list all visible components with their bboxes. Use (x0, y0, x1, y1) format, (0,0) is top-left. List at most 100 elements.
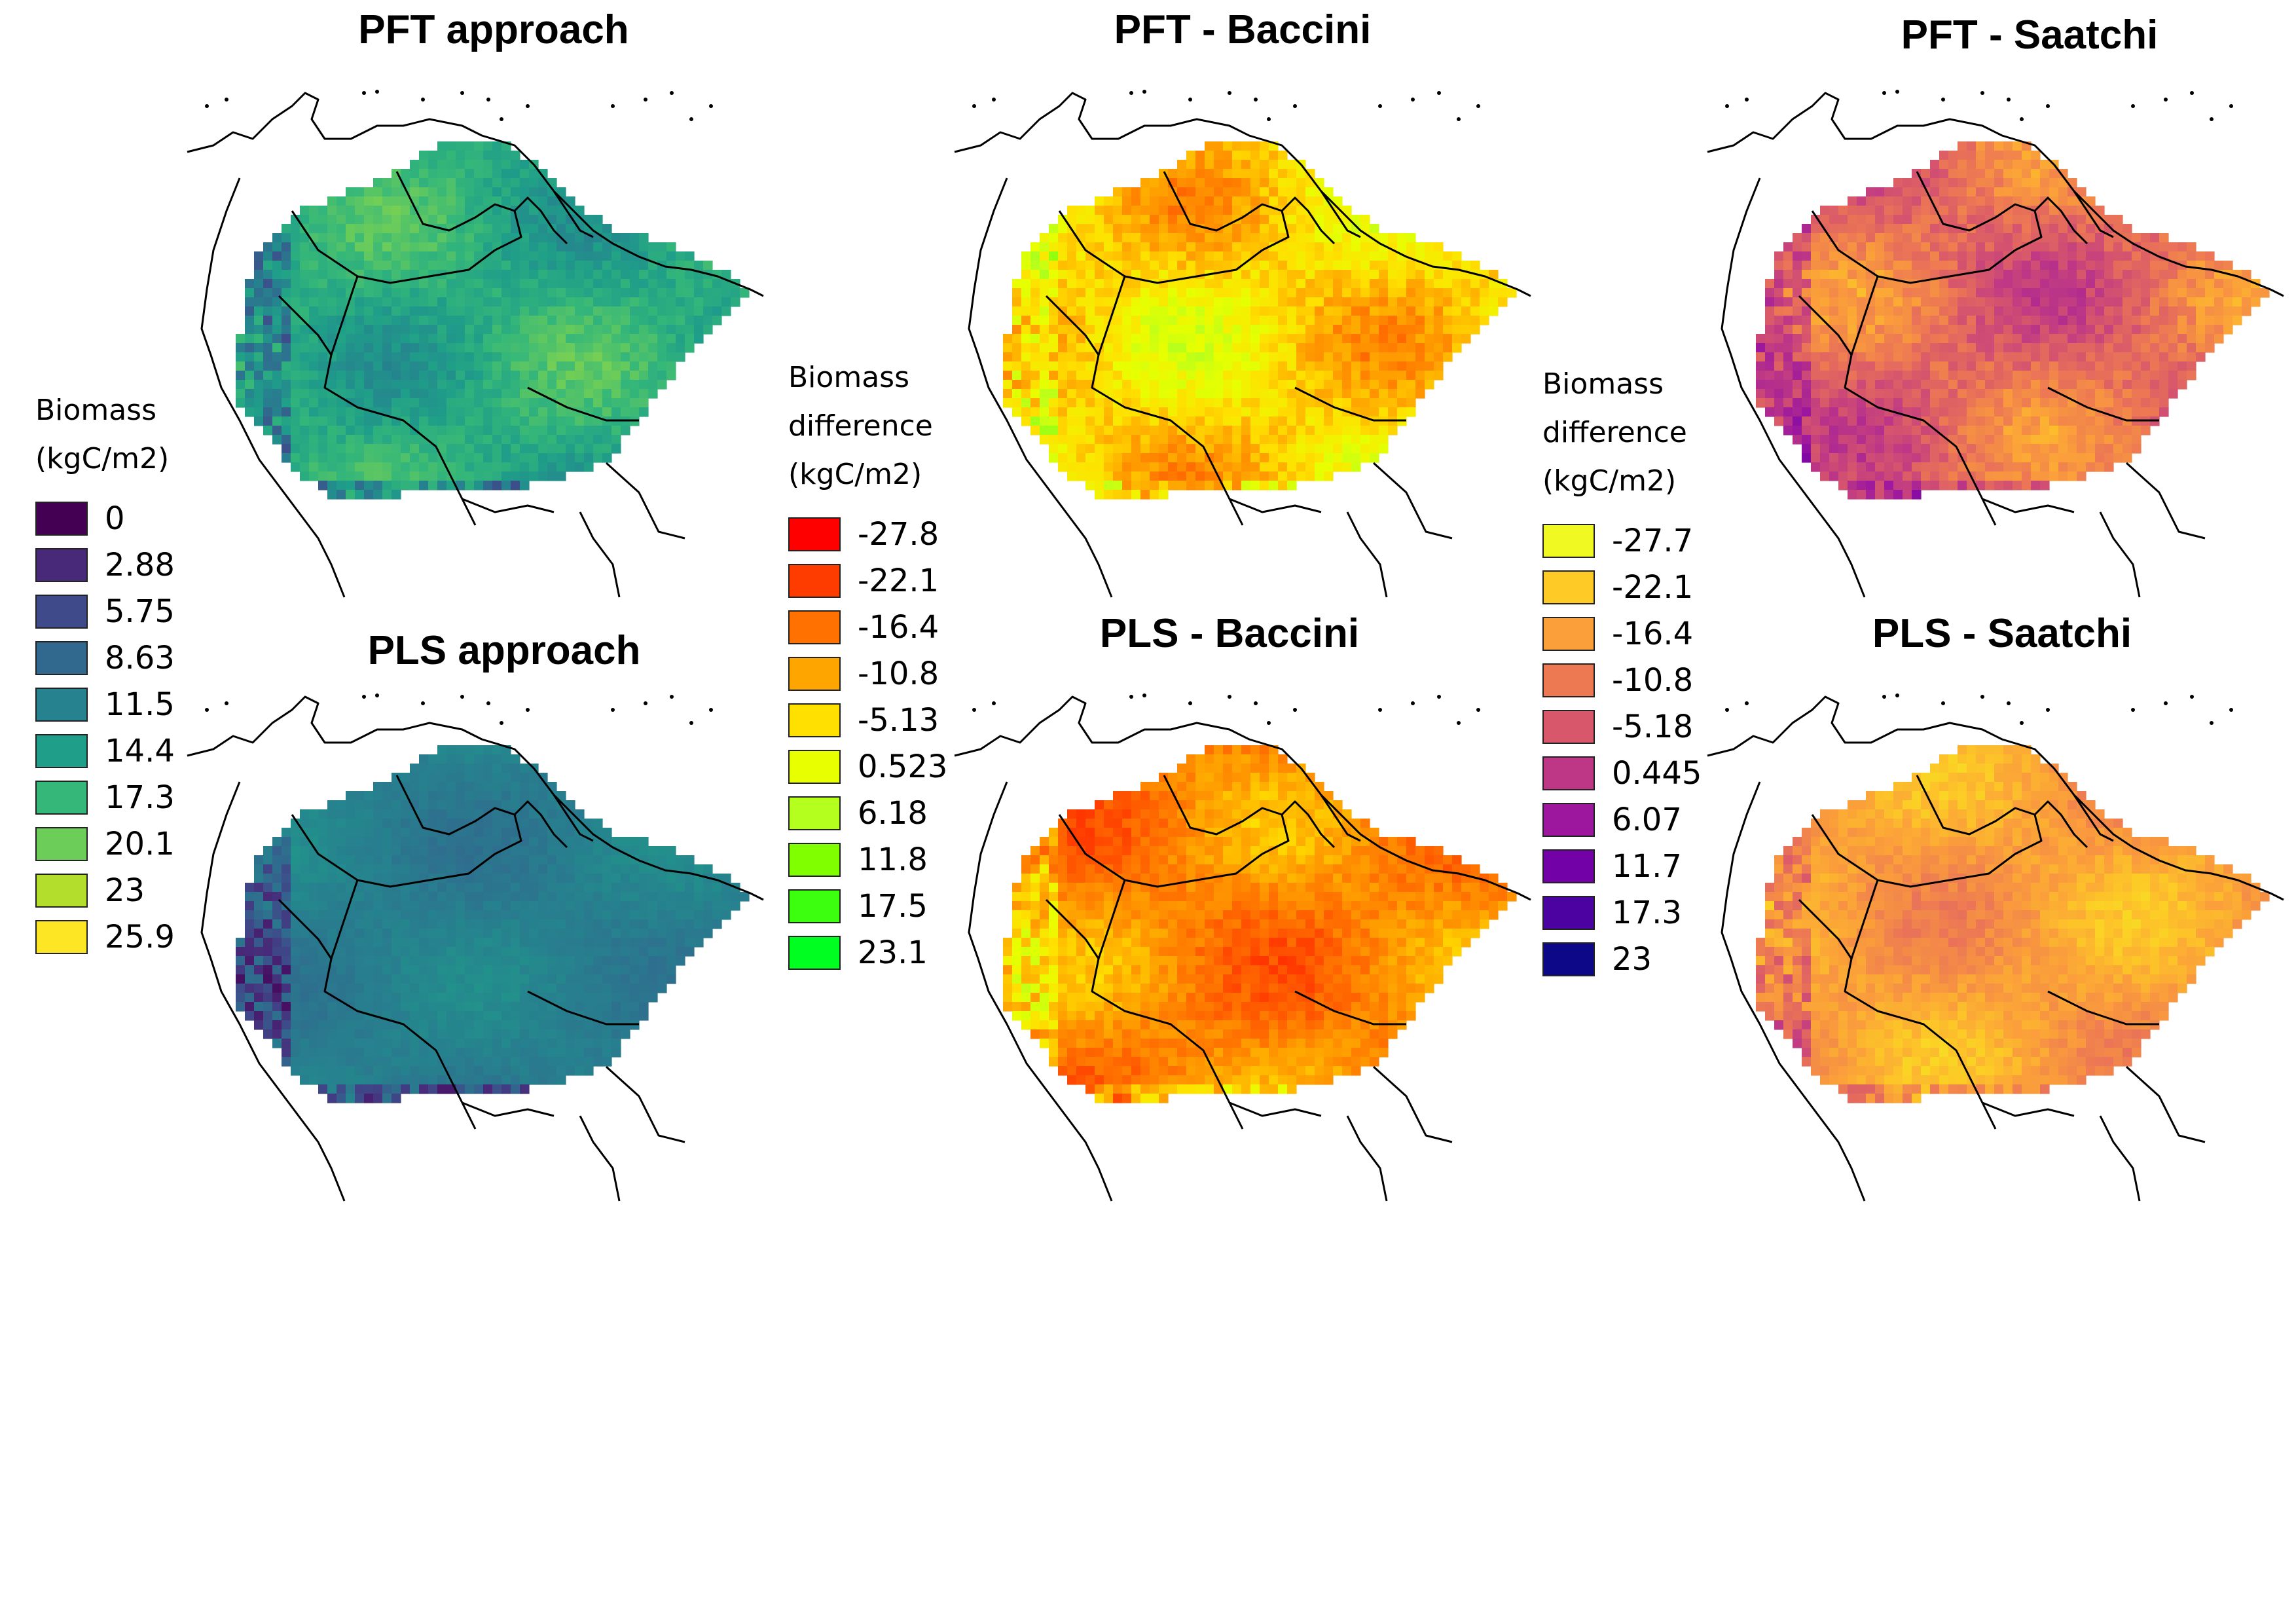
country-border (323, 879, 477, 1130)
country-border (579, 511, 621, 598)
island (972, 708, 976, 712)
legend-label: 23 (1612, 940, 1652, 978)
country-border (1372, 462, 1453, 540)
country-border (1281, 196, 1336, 245)
legend-label: 0.445 (1612, 754, 1702, 792)
legend-label: 11.7 (1612, 847, 1682, 885)
legend-item: -16.4 (1542, 610, 1702, 657)
legend-label: 2.88 (105, 546, 175, 583)
island (486, 98, 490, 101)
raster-cells (1756, 745, 2270, 1103)
island (1437, 695, 1441, 699)
coastline (1721, 177, 1866, 598)
island (2020, 721, 2024, 725)
panel-title-pls-saatchi: PLS - Saatchi (1872, 611, 2132, 656)
coastline (968, 781, 1113, 1202)
raster-cells (236, 141, 750, 500)
island (2007, 98, 2011, 101)
country-border (527, 386, 639, 422)
country-border (2073, 794, 2114, 842)
legend-swatch (35, 919, 88, 954)
country-border (1058, 814, 1263, 888)
country-border (1346, 511, 1388, 598)
legend-item: -10.8 (788, 650, 947, 697)
country-border (513, 800, 568, 849)
legend-title-line: Biomass (35, 394, 157, 427)
island (500, 117, 503, 121)
island (2131, 104, 2135, 108)
legend-item: -22.1 (788, 557, 947, 604)
legend-label: -10.8 (858, 655, 939, 692)
island (1895, 90, 1899, 94)
island (225, 98, 228, 101)
island (1254, 701, 1258, 705)
island (375, 693, 379, 697)
country-border (2125, 462, 2206, 540)
country-border (278, 898, 333, 959)
legend-swatch (1542, 942, 1595, 976)
legend-label: 25.9 (105, 918, 175, 955)
legend-swatch (788, 842, 841, 877)
country-border (605, 462, 685, 540)
island (2229, 104, 2233, 108)
legend-biomass-difference-baccini: Biomass difference (kgC/m2) -27.8 -22.1 -16.… (788, 354, 947, 976)
legend-label: 6.07 (1612, 801, 1682, 838)
island (2190, 695, 2194, 699)
island (421, 98, 425, 101)
country-border (2047, 386, 2159, 422)
country-border (1045, 898, 1100, 959)
legend-swatch (788, 796, 841, 830)
legend-label: -16.4 (1612, 615, 1694, 652)
panel-title-pls-baccini: PLS - Baccini (1099, 611, 1360, 656)
country-border (2033, 196, 2088, 245)
island (1882, 695, 1886, 699)
legend-swatch (1542, 895, 1595, 930)
island (670, 91, 674, 95)
island (2007, 701, 2011, 705)
legend-item: 11.7 (1542, 843, 1702, 889)
island (1254, 98, 1258, 101)
country-border (553, 794, 594, 842)
island (205, 104, 209, 108)
legend-label: -5.13 (858, 701, 939, 739)
country-border (1372, 1065, 1453, 1143)
coastline (1721, 781, 1866, 1202)
island (1129, 695, 1133, 699)
country-border (1091, 276, 1244, 526)
legend-item: 0.523 (788, 743, 947, 790)
legend-biomass-difference-saatchi: Biomass difference (kgC/m2) -27.7 -22.1 -16.… (1542, 360, 1702, 982)
country-border (527, 990, 639, 1025)
legend-label: -22.1 (1612, 568, 1694, 606)
legend-swatch (1542, 570, 1595, 604)
legend-item: 14.4 (35, 728, 175, 774)
legend-title-line: difference (788, 409, 933, 443)
coastline (954, 92, 1531, 297)
raster-cells (1003, 745, 1517, 1103)
legend-title-line: difference (1542, 416, 1687, 449)
map-pft-approach (187, 90, 764, 598)
legend-label: 6.18 (858, 794, 928, 832)
map-pls-baccini (954, 693, 1531, 1202)
legend-item: 17.3 (35, 774, 175, 821)
island (2046, 104, 2050, 108)
island (689, 117, 693, 121)
legend-swatch (788, 749, 841, 784)
legend-item: 23 (1542, 936, 1702, 982)
coastline (1707, 92, 2284, 297)
island (1941, 98, 1945, 101)
coastline (968, 177, 1113, 598)
panel-title-pls-approach: PLS approach (367, 628, 641, 673)
legend-label: -5.18 (1612, 708, 1694, 745)
island (362, 91, 366, 95)
legend-label: 23.1 (858, 934, 928, 971)
country-border (291, 814, 496, 888)
legend-label: 20.1 (105, 825, 175, 862)
country-border (1294, 386, 1406, 422)
country-border (579, 1115, 621, 1202)
country-border (2073, 191, 2114, 238)
country-border (395, 171, 522, 251)
legend-swatch (35, 501, 88, 536)
island (644, 701, 647, 705)
legend-item: 23.1 (788, 929, 947, 976)
country-border (462, 498, 555, 513)
